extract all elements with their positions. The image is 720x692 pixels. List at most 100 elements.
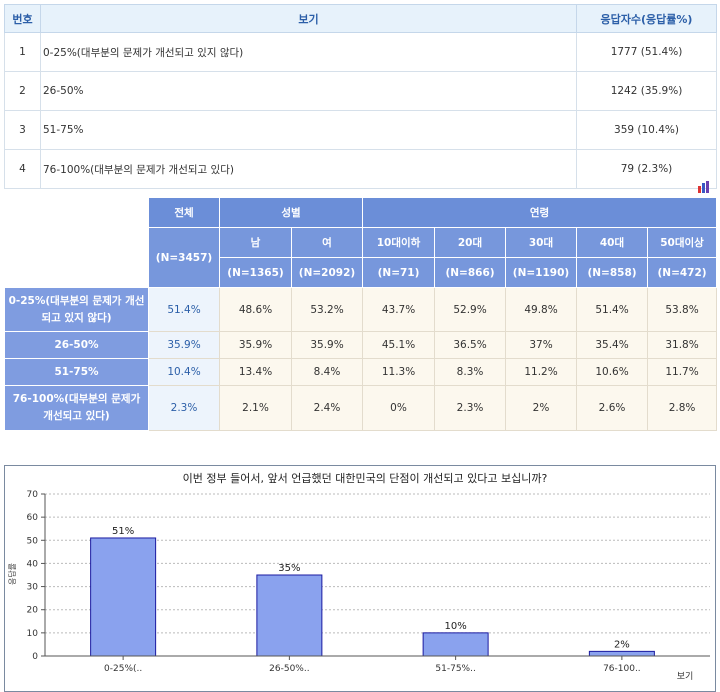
y-tick-label: 40 — [27, 559, 39, 569]
value-cell: 36.5% — [434, 331, 507, 359]
value-cell: 13.4% — [219, 358, 292, 386]
value-cell: 2.3% — [434, 385, 507, 431]
x-axis-title: 보기 — [677, 671, 694, 682]
row-number: 4 — [4, 149, 41, 189]
value-cell: 48.6% — [219, 287, 292, 332]
value-cell: 11.2% — [505, 358, 578, 386]
y-tick-label: 60 — [27, 513, 39, 523]
header-option: 보기 — [40, 4, 577, 33]
x-tick-label: 0-25%(.. — [104, 664, 142, 674]
value-cell: 0% — [362, 385, 436, 431]
value-cell: 31.8% — [647, 331, 718, 359]
subgroup-n: (N=1190) — [505, 257, 578, 288]
value-cell: 35.9% — [290, 331, 364, 359]
row-option: 26-50% — [40, 71, 577, 111]
subgroup-n: (N=1365) — [219, 257, 292, 288]
row-number: 2 — [4, 71, 41, 111]
subgroup-label: 30대 — [505, 227, 578, 258]
total-cell: 51.4% — [148, 287, 220, 332]
grid-layer — [45, 493, 710, 634]
row-count: 1242 (35.9%) — [576, 71, 717, 111]
value-cell: 11.7% — [647, 358, 718, 386]
row-label: 76-100%(대부분의 문제가 개선되고 있다) — [4, 385, 149, 431]
subgroup-n: (N=472) — [647, 257, 718, 288]
table-row: 51-75% 10.4% 13.4% 8.4% 11.3% 8.3% 11.2%… — [4, 358, 718, 386]
row-option: 76-100%(대부분의 문제가 개선되고 있다) — [40, 149, 577, 189]
header-count: 응답자수(응답률%) — [576, 4, 717, 33]
subgroup-label: 10대이하 — [362, 227, 436, 258]
table-row: 0-25%(대부분의 문제가 개선되고 있지 않다) 51.4% 48.6% 5… — [4, 287, 718, 332]
value-cell: 11.3% — [362, 358, 436, 386]
subgroup-n: (N=858) — [576, 257, 649, 288]
age-header: 연령 — [362, 197, 718, 228]
bar — [422, 632, 489, 657]
header-number: 번호 — [4, 4, 41, 33]
subgroup-n: (N=2092) — [290, 257, 364, 288]
y-tick-label: 70 — [27, 490, 39, 500]
x-tick-label: 76-100.. — [603, 664, 641, 674]
value-cell: 8.3% — [434, 358, 507, 386]
data-label: 10% — [445, 621, 467, 632]
total-n: (N=3457) — [148, 227, 220, 288]
data-label: 35% — [278, 563, 300, 574]
total-cell: 35.9% — [148, 331, 220, 359]
subgroup-n: (N=71) — [362, 257, 436, 288]
value-cell: 52.9% — [434, 287, 507, 332]
row-label: 26-50% — [4, 331, 149, 359]
value-cell: 49.8% — [505, 287, 578, 332]
bar — [256, 574, 323, 657]
subgroup-label: 남 — [219, 227, 292, 258]
subgroup-label: 40대 — [576, 227, 649, 258]
gender-header: 성별 — [218, 197, 364, 228]
y-axis-title: 응답률 — [7, 563, 17, 585]
y-tick-label: 20 — [27, 606, 39, 616]
row-option: 51-75% — [40, 110, 577, 150]
bar — [588, 650, 655, 657]
y-tick-label: 50 — [27, 536, 39, 546]
total-header: 전체 — [148, 197, 220, 228]
table-row: 2 26-50% 1242 (35.9%) — [4, 71, 717, 111]
chart-title: 이번 정부 들어서, 앞서 언급했던 대한민국의 단점이 개선되고 있다고 보십… — [183, 472, 548, 485]
total-cell: 2.3% — [148, 385, 220, 431]
value-cell: 53.2% — [290, 287, 364, 332]
chart-canvas: 이번 정부 들어서, 앞서 언급했던 대한민국의 단점이 개선되고 있다고 보십… — [7, 472, 710, 682]
row-label: 51-75% — [4, 358, 149, 386]
table-row: 76-100%(대부분의 문제가 개선되고 있다) 2.3% 2.1% 2.4%… — [4, 385, 718, 431]
axis-layer: 0 10 20 30 40 50 60 70 0-25%(.. 26-50%.. 51-75%.. 7… — [27, 490, 710, 674]
row-count: 1777 (51.4%) — [576, 32, 717, 72]
table-row: 3 51-75% 359 (10.4%) — [4, 110, 717, 150]
y-tick-label: 0 — [32, 652, 38, 662]
y-tick-label: 30 — [27, 583, 39, 593]
row-count: 359 (10.4%) — [576, 110, 717, 150]
value-cell: 35.9% — [219, 331, 292, 359]
subgroup-label: 여 — [290, 227, 364, 258]
x-tick-label: 51-75%.. — [435, 664, 475, 674]
value-cell: 43.7% — [362, 287, 436, 332]
value-cell: 2% — [505, 385, 578, 431]
value-cell: 45.1% — [362, 331, 436, 359]
x-tick-label: 26-50%.. — [269, 664, 309, 674]
row-option: 0-25%(대부분의 문제가 개선되고 있지 않다) — [40, 32, 577, 72]
value-cell: 51.4% — [576, 287, 649, 332]
subgroup-n: (N=866) — [434, 257, 507, 288]
table-row: 1 0-25%(대부분의 문제가 개선되고 있지 않다) 1777 (51.4%… — [4, 32, 717, 72]
value-cell: 2.6% — [576, 385, 649, 431]
summary-header-row: 번호 보기 응답자수(응답률%) — [4, 4, 717, 33]
total-cell: 10.4% — [148, 358, 220, 386]
y-tick-label: 10 — [27, 629, 39, 639]
subgroup-label: 50대이상 — [647, 227, 718, 258]
bar — [90, 537, 157, 657]
bar-layer: 51% 35% 10% 2% — [90, 526, 655, 657]
value-cell: 37% — [505, 331, 578, 359]
table-row: 26-50% 35.9% 35.9% 35.9% 45.1% 36.5% 37%… — [4, 331, 718, 359]
value-cell: 53.8% — [647, 287, 718, 332]
crosstab-table: 전체 성별 연령 (N=3457) 남 여 10대이하 20대 30대 40대 … — [4, 197, 718, 431]
bar-chart-icon[interactable] — [697, 181, 711, 193]
summary-table: 번호 보기 응답자수(응답률%) 1 0-25%(대부분의 문제가 개선되고 있… — [4, 4, 717, 189]
value-cell: 2.4% — [290, 385, 364, 431]
table-row: 4 76-100%(대부분의 문제가 개선되고 있다) 79 (2.3%) — [4, 149, 717, 189]
value-cell: 35.4% — [576, 331, 649, 359]
row-label: 0-25%(대부분의 문제가 개선되고 있지 않다) — [4, 287, 149, 332]
bar-chart: 이번 정부 들어서, 앞서 언급했던 대한민국의 단점이 개선되고 있다고 보십… — [4, 465, 716, 692]
value-cell: 10.6% — [576, 358, 649, 386]
